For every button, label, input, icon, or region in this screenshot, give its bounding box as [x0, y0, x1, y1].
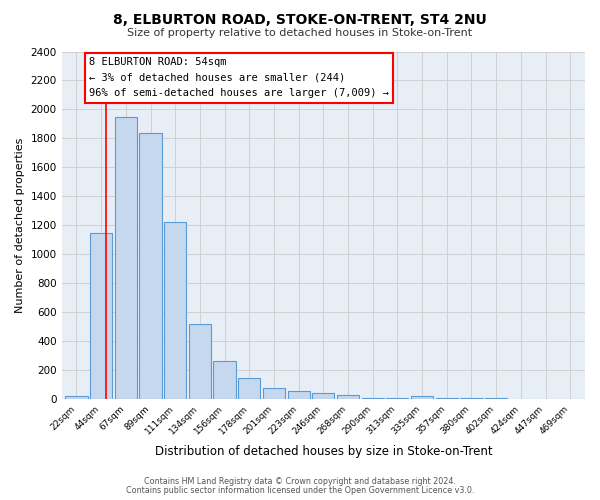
Bar [238, 378, 260, 399]
Bar [65, 396, 88, 399]
Bar [115, 116, 137, 399]
Bar [337, 395, 359, 399]
Bar [312, 394, 334, 399]
Text: Contains public sector information licensed under the Open Government Licence v3: Contains public sector information licen… [126, 486, 474, 495]
Bar [411, 396, 433, 399]
Y-axis label: Number of detached properties: Number of detached properties [15, 138, 25, 313]
Bar [139, 132, 161, 399]
Bar [164, 222, 187, 399]
Bar [386, 398, 409, 399]
Bar [214, 361, 236, 399]
Bar [485, 398, 507, 399]
Bar [189, 324, 211, 399]
Bar [436, 398, 458, 399]
Bar [90, 232, 112, 399]
X-axis label: Distribution of detached houses by size in Stoke-on-Trent: Distribution of detached houses by size … [155, 444, 492, 458]
Bar [460, 398, 482, 399]
Text: 8 ELBURTON ROAD: 54sqm
← 3% of detached houses are smaller (244)
96% of semi-det: 8 ELBURTON ROAD: 54sqm ← 3% of detached … [89, 58, 389, 98]
Bar [263, 388, 285, 399]
Text: Contains HM Land Registry data © Crown copyright and database right 2024.: Contains HM Land Registry data © Crown c… [144, 477, 456, 486]
Text: Size of property relative to detached houses in Stoke-on-Trent: Size of property relative to detached ho… [127, 28, 473, 38]
Bar [362, 398, 384, 399]
Bar [287, 390, 310, 399]
Text: 8, ELBURTON ROAD, STOKE-ON-TRENT, ST4 2NU: 8, ELBURTON ROAD, STOKE-ON-TRENT, ST4 2N… [113, 12, 487, 26]
